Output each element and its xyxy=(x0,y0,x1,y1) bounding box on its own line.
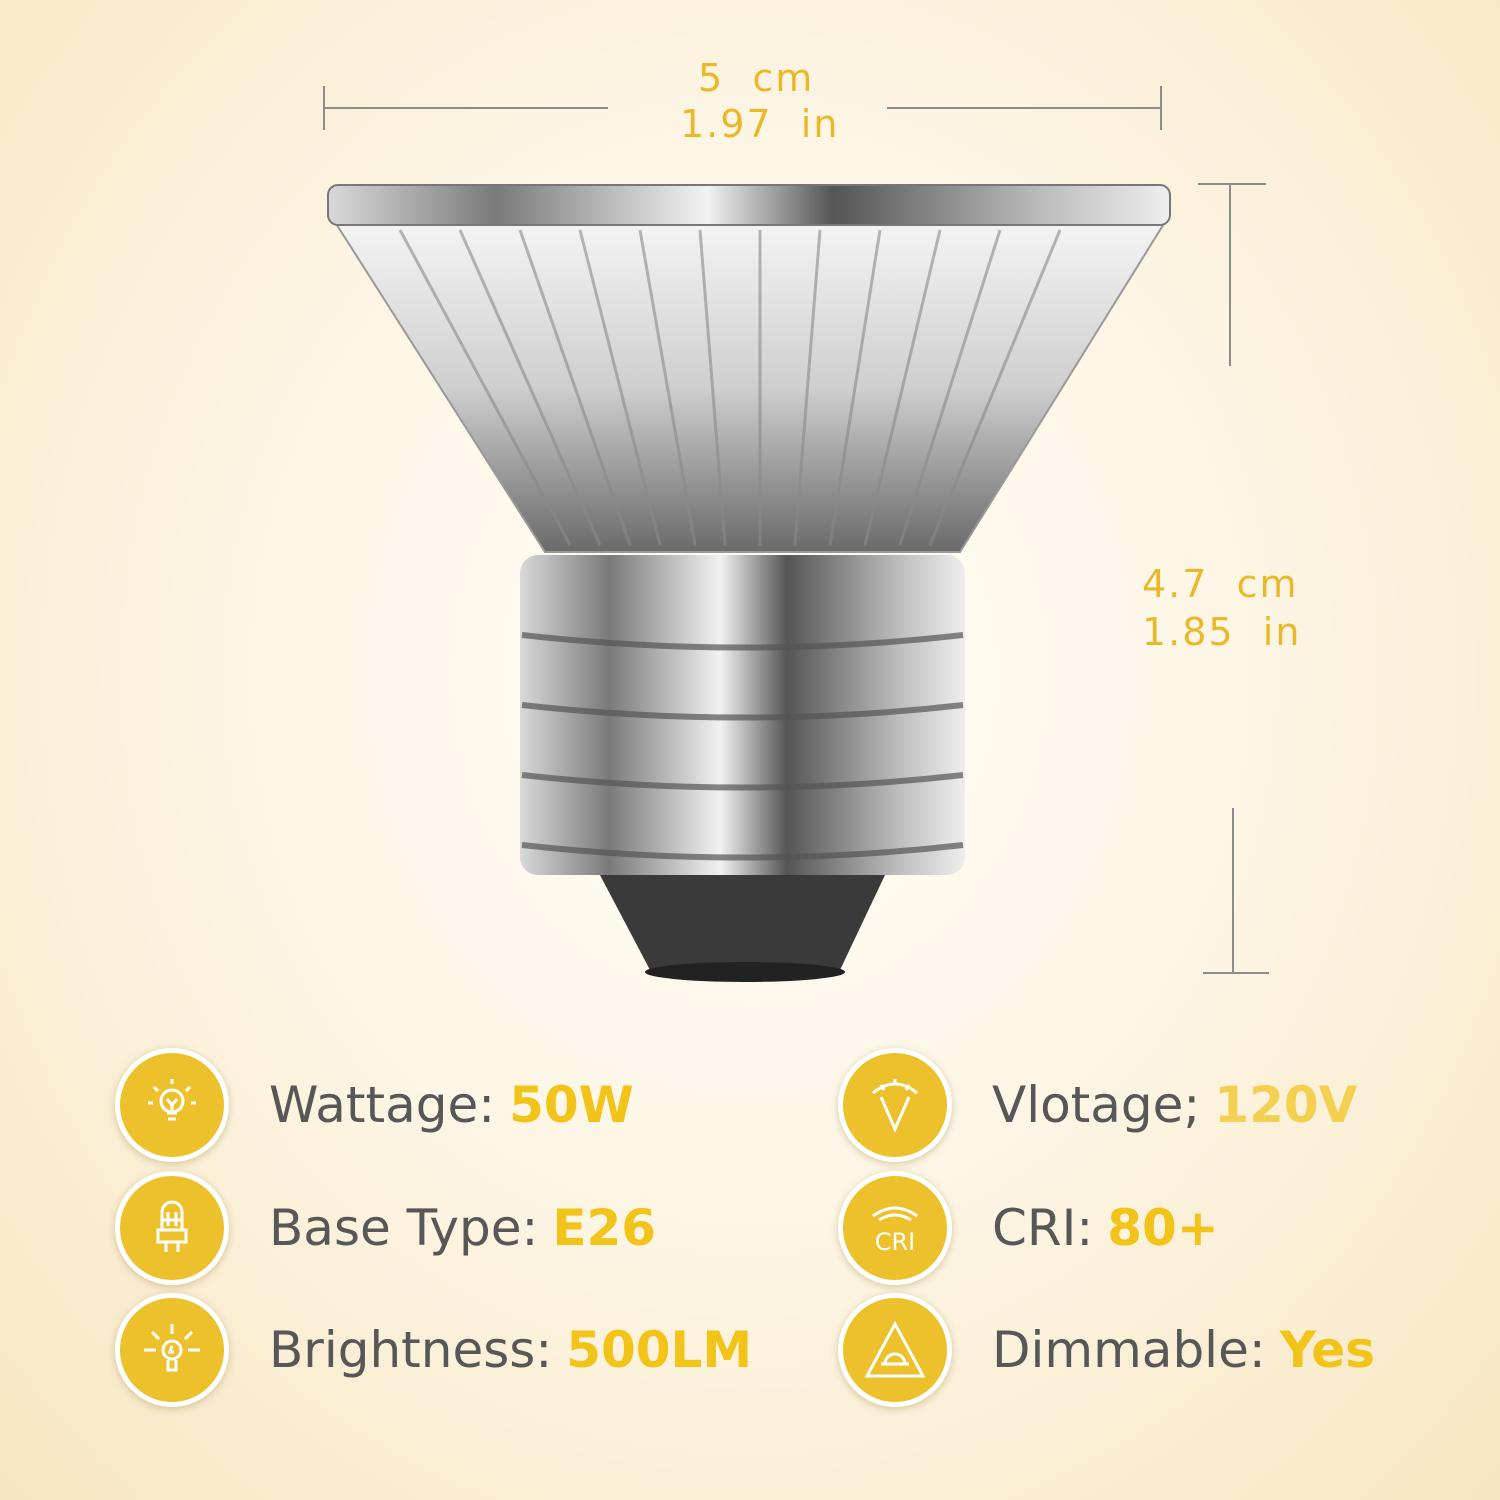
width-tick-right xyxy=(1160,86,1162,130)
dimmable-triangle-icon xyxy=(838,1293,952,1407)
spec-value: Yes xyxy=(1279,1321,1375,1379)
spec-base-type: Base Type: E26 xyxy=(115,1171,657,1285)
spec-dimmable: Dimmable: Yes xyxy=(838,1293,1375,1407)
spec-value: E26 xyxy=(552,1199,657,1257)
spec-wattage: Wattage: 50W xyxy=(115,1048,634,1162)
cri-icon: CRI xyxy=(838,1171,952,1285)
spec-value: 50W xyxy=(509,1076,634,1134)
spec-label: Vlotage; xyxy=(992,1076,1201,1134)
bulb-base-icon xyxy=(115,1171,229,1285)
height-cm: 4.7 cm xyxy=(1142,562,1299,606)
spec-label: Dimmable: xyxy=(992,1321,1266,1379)
cri-icon-text: CRI xyxy=(875,1228,916,1256)
height-dimension-line-bottom xyxy=(1232,808,1234,974)
spec-voltage: Vlotage; 120V xyxy=(838,1048,1358,1162)
width-in: 1.97 in xyxy=(680,102,840,146)
height-tick-top xyxy=(1198,183,1266,185)
width-tick-left xyxy=(323,86,325,130)
spec-brightness: Brightness: 500LM xyxy=(115,1293,753,1407)
height-tick-bottom xyxy=(1203,972,1269,974)
spec-label: Base Type: xyxy=(269,1199,539,1257)
led-bulb-image xyxy=(327,184,1171,982)
spec-label: CRI: xyxy=(992,1199,1094,1257)
width-dimension-line-left xyxy=(323,107,608,109)
brightness-bulb-icon xyxy=(115,1293,229,1407)
voltage-gauge-icon xyxy=(838,1048,952,1162)
spec-value: 120V xyxy=(1214,1076,1358,1134)
spec-value: 500LM xyxy=(566,1321,753,1379)
spec-value: 80+ xyxy=(1107,1199,1219,1257)
spec-label: Wattage: xyxy=(269,1076,496,1134)
width-dimension-line-right xyxy=(887,107,1162,109)
light-bulb-icon xyxy=(115,1048,229,1162)
height-in: 1.85 in xyxy=(1142,610,1302,654)
spec-cri: CRI CRI: 80+ xyxy=(838,1171,1219,1285)
width-cm: 5 cm xyxy=(698,56,815,100)
spec-label: Brightness: xyxy=(269,1321,553,1379)
height-dimension-line-top xyxy=(1229,184,1231,366)
